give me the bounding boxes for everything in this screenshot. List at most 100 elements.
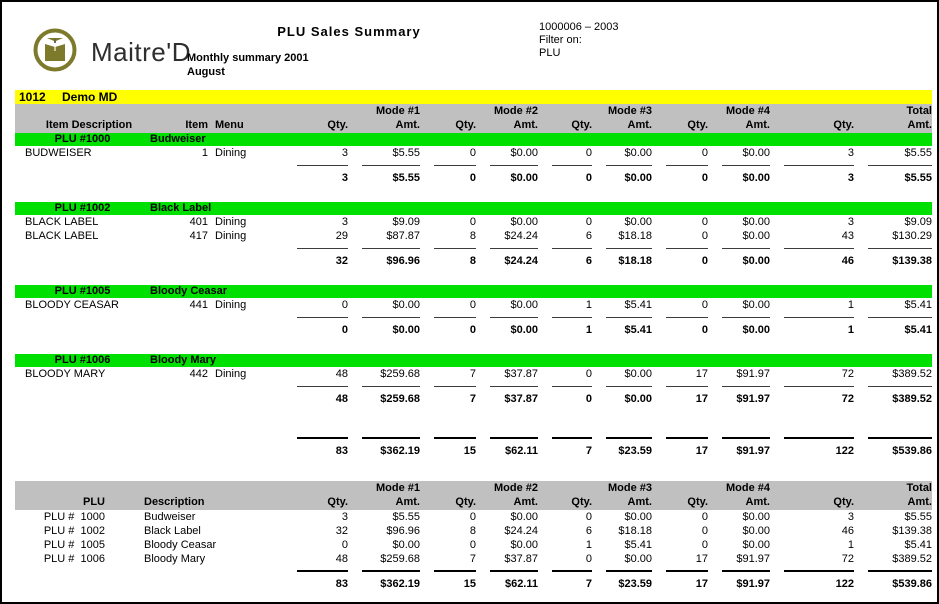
spacer-row <box>15 423 932 433</box>
subtotal-rule-row <box>15 381 932 389</box>
summary-total-amt: $91.97 <box>736 578 770 590</box>
rule-cell <box>592 243 652 251</box>
subtotal-qty: 0 <box>585 172 592 184</box>
mode-amt: $91.97 <box>736 367 770 380</box>
mode-qty: 0 <box>469 298 476 311</box>
total-rule-line <box>868 437 932 439</box>
mode-qty: 0 <box>701 229 708 242</box>
restaurant-number: 1012 <box>19 90 46 104</box>
mode-amt: $5.55 <box>904 146 932 159</box>
mode-amt: $5.41 <box>624 298 652 311</box>
mode-qty: 0 <box>341 298 348 311</box>
maitred-logo-icon <box>32 27 78 78</box>
plu-bar-cell: PLU #1000 Budweiser <box>15 133 932 146</box>
mode-amt: $5.41 <box>904 298 932 311</box>
plu-section-bar: PLU #1006 Bloody Mary <box>15 354 932 367</box>
mode-qty: 0 <box>701 215 708 228</box>
rule-cell <box>708 160 770 168</box>
mode-qty: 0 <box>585 215 592 228</box>
total-rule-line <box>666 248 708 249</box>
mode-qty: 1 <box>847 298 854 311</box>
col-mode2: Mode #2 <box>476 481 538 495</box>
col-amt-total: Amt. <box>854 118 932 133</box>
col-item-description: Item Description <box>15 118 163 133</box>
total-rule-line <box>722 165 770 166</box>
summary-amt: $5.41 <box>624 538 652 551</box>
total-rule-line <box>434 165 476 166</box>
total-rule-line <box>722 386 770 387</box>
summary-qty: 6 <box>585 524 592 537</box>
summary-qty: 0 <box>701 538 708 551</box>
total-rule-line <box>722 570 770 572</box>
total-rule-line <box>722 437 770 439</box>
total-rule-line <box>666 317 708 318</box>
col-mode4: Mode #4 <box>708 104 770 118</box>
empty-cell <box>163 320 208 340</box>
mode-amt: $5.55 <box>392 146 420 159</box>
plu-subtotal-row: 3 $5.55 0 $0.00 0 $0.00 0 $0.00 3 $5.55 <box>15 168 932 188</box>
summary-total-amt: $362.19 <box>380 578 420 590</box>
logo-wordmark: Maitre'D <box>91 37 191 67</box>
mode-qty: 1 <box>585 298 592 311</box>
summary-amt: $0.00 <box>624 510 652 523</box>
rule-cell <box>538 381 592 389</box>
col-qty1: Qty. <box>283 495 348 510</box>
subtotal-amt: $5.41 <box>904 324 932 336</box>
grand-total-amt: $23.59 <box>618 445 652 457</box>
summary-row: PLU # 1000 Budweiser 3 $5.55 0 $0.00 0 $0.00 0 $0… <box>15 510 932 524</box>
empty-cell <box>163 433 208 441</box>
rule-cell <box>854 312 932 320</box>
rule-cell <box>708 433 770 441</box>
subtotal-qty: 7 <box>469 393 476 405</box>
rule-cell <box>854 243 932 251</box>
total-rule-line <box>362 248 420 249</box>
total-rule-line <box>666 165 708 166</box>
total-rule-line <box>297 165 348 166</box>
subtotal-qty: 48 <box>335 393 348 405</box>
total-rule-line <box>362 386 420 387</box>
mode-qty: 48 <box>335 367 348 380</box>
item-row: BLOODY MARY 442 Dining 48 $259.68 7 $37.87 0 $0.… <box>15 367 932 381</box>
total-rule-line <box>490 248 538 249</box>
summary-amt: $259.68 <box>380 552 420 565</box>
empty-cell <box>163 389 208 409</box>
subtotal-qty: 3 <box>341 172 348 184</box>
summary-total-amt: $539.86 <box>892 578 932 590</box>
summary-qty: 32 <box>335 524 348 537</box>
subtotal-amt: $0.00 <box>742 324 770 336</box>
spacer-cell <box>15 188 932 202</box>
col-mode1: Mode #1 <box>348 104 420 118</box>
total-rule-line <box>666 570 708 572</box>
subtotal-qty: 8 <box>469 255 476 267</box>
menu-cell: Dining <box>215 298 247 311</box>
item-row: BLACK LABEL 417 Dining 29 $87.87 8 $24.24 6 $18.… <box>15 229 932 243</box>
rule-cell <box>592 566 652 574</box>
subtotal-qty: 0 <box>585 393 592 405</box>
filter-label: Filter on: <box>539 34 582 46</box>
spacer-cell <box>15 409 932 423</box>
total-rule-line <box>784 248 854 249</box>
item-number-cell: 401 <box>189 215 208 228</box>
grand-total-qty: 15 <box>463 445 476 457</box>
total-rule-line <box>868 248 932 249</box>
mode-amt: $87.87 <box>386 229 420 242</box>
rule-cell <box>538 243 592 251</box>
empty-cell <box>208 243 283 251</box>
grand-total-amt: $539.86 <box>892 445 932 457</box>
subtotal-amt: $24.24 <box>504 255 538 267</box>
mode-qty: 0 <box>469 215 476 228</box>
plu-bar-cell: PLU #1006 Bloody Mary <box>15 354 932 367</box>
plu-section-bar: PLU #1002 Black Label <box>15 202 932 215</box>
summary-qty: 17 <box>695 552 708 565</box>
rule-cell <box>476 243 538 251</box>
total-rule-line <box>606 570 652 572</box>
summary-row: PLU # 1005 Bloody Ceasar 0 $0.00 0 $0.00 1 $5.4… <box>15 538 932 552</box>
empty-cell <box>15 441 163 461</box>
subtotal-amt: $96.96 <box>386 255 420 267</box>
col-amt3: Amt. <box>592 118 652 133</box>
total-rule-line <box>722 248 770 249</box>
item-number-cell: 1 <box>201 146 208 159</box>
empty-cell <box>163 312 208 320</box>
summary-amt: $0.00 <box>392 538 420 551</box>
menu-cell: Dining <box>215 229 247 242</box>
